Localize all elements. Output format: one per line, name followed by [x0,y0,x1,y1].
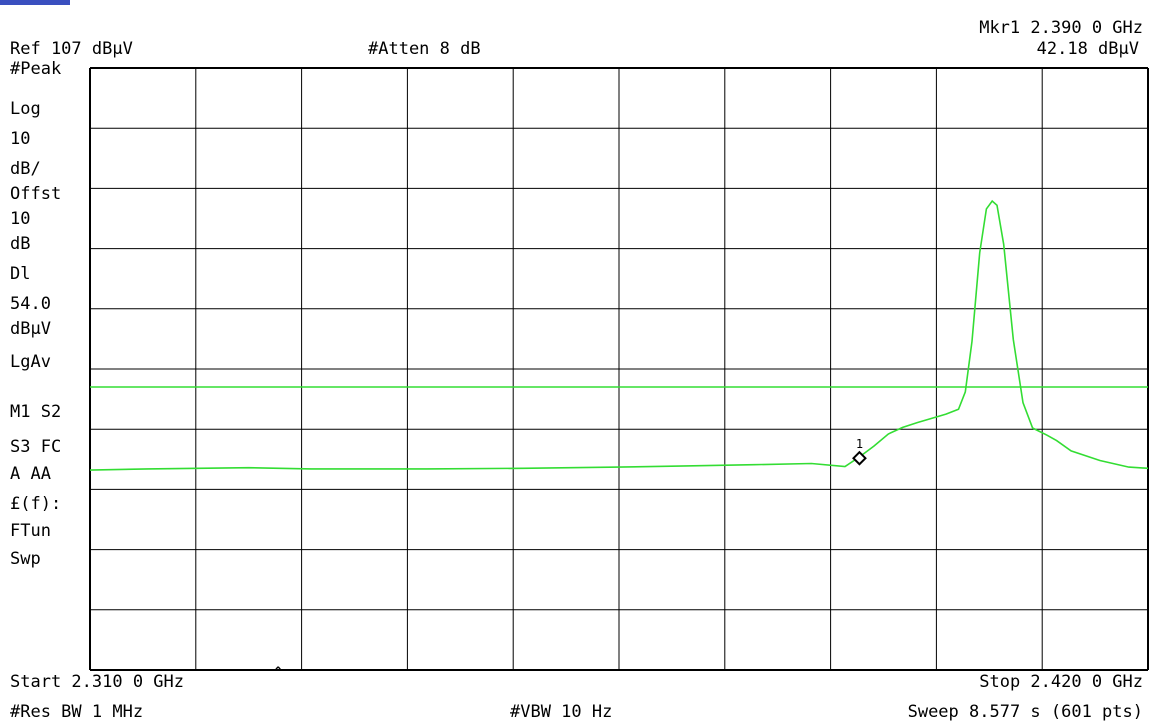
ref-level: Ref 107 dBμV [10,39,133,59]
sidebar-line: dB/ [10,159,41,179]
attenuation: #Atten 8 dB [368,39,481,59]
sidebar-line: dBμV [10,319,51,339]
marker-readout-freq: Mkr1 2.390 0 GHz [979,18,1143,38]
sidebar-line: 54.0 [10,294,51,314]
stop-frequency: Stop 2.420 0 GHz [979,672,1143,692]
sidebar-line: 10 [10,129,31,149]
sidebar-line: A AA [10,464,51,484]
video-bandwidth: #VBW 10 Hz [510,702,613,722]
marker-label: Mkr1 [979,18,1021,38]
sidebar-line: £(f): [10,494,62,514]
sidebar-line: Offst [10,184,62,204]
sidebar-line: #Peak [10,59,62,79]
marker-1[interactable]: 1 [852,437,867,466]
marker-frequency: 2.390 0 GHz [1030,18,1143,38]
marker-number: 1 [856,437,863,451]
sidebar-line: FTun [10,521,51,541]
sidebar-line: LgAv [10,352,51,372]
grid [89,67,1149,671]
sidebar-line: S3 FC [10,437,62,457]
sidebar-line: Dl [10,264,31,284]
sidebar-line: 10 [10,209,31,229]
sidebar-line: M1 S2 [10,402,62,422]
sidebar-line: Log [10,99,41,119]
sidebar-line: dB [10,234,31,254]
title-bar-fragment [0,0,70,5]
sidebar-line: Swp [10,549,41,569]
caret-mark: ^ [273,664,284,684]
sweep-time: Sweep 8.577 s (601 pts) [907,702,1143,722]
start-frequency: Start 2.310 0 GHz [10,672,184,692]
marker-diamond-icon[interactable] [852,450,867,466]
marker-level: 42.18 dBμV [1036,39,1139,59]
trace-line [89,199,1149,471]
resolution-bandwidth: #Res BW 1 MHz [10,702,144,722]
